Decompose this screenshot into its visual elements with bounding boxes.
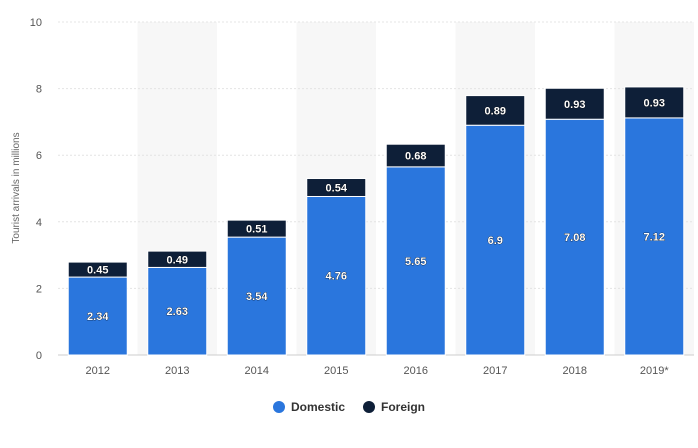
data-label-domestic: 4.76 — [326, 271, 347, 283]
x-tick-label: 2013 — [165, 365, 189, 377]
x-tick-label: 2018 — [563, 365, 587, 377]
x-tick-label: 2015 — [324, 365, 348, 377]
data-label-domestic: 5.65 — [405, 256, 426, 268]
data-label-foreign: 0.89 — [485, 105, 506, 117]
legend-marker-foreign — [363, 401, 376, 413]
y-tick-label: 10 — [30, 17, 42, 29]
bars: 2.34 0.45 2.63 0.49 3.54 0.51 4.76 0.54 5.65 0.68… — [67, 86, 685, 356]
bar-foreign-2018[interactable] — [544, 87, 605, 120]
bar-foreign-2014[interactable] — [226, 219, 287, 238]
x-tick-label: 2016 — [404, 365, 428, 377]
data-label-domestic: 2.63 — [167, 306, 188, 318]
data-label-foreign: 0.45 — [87, 265, 108, 277]
data-label-foreign: 0.49 — [167, 254, 188, 266]
bar-domestic-2017[interactable] — [465, 124, 526, 356]
bar-foreign-2017[interactable] — [465, 95, 526, 126]
x-axis-ticks: 2012 2013 2014 2015 2016 2017 2018 2019* — [86, 365, 670, 377]
legend-label-foreign: Foreign — [381, 400, 426, 414]
data-label-domestic: 7.12 — [644, 231, 665, 243]
bar-foreign-2013[interactable] — [147, 250, 208, 268]
bar-foreign-2015[interactable] — [306, 178, 367, 197]
bar-domestic-2012[interactable] — [67, 276, 128, 356]
data-label-foreign: 0.51 — [246, 224, 267, 236]
legend-item-domestic[interactable]: Domestic — [272, 400, 346, 414]
bar-domestic-2015[interactable] — [306, 195, 367, 356]
y-tick-label: 6 — [36, 150, 42, 162]
bar-foreign-2016[interactable] — [385, 143, 446, 168]
x-tick-label: 2017 — [483, 365, 507, 377]
bar-foreign-2012[interactable] — [67, 261, 128, 278]
bar-domestic-2013[interactable] — [147, 266, 208, 356]
y-axis-label: Tourist arrivals in millions — [11, 132, 22, 243]
data-label-domestic: 3.54 — [246, 291, 268, 303]
data-label-foreign: 0.93 — [564, 99, 585, 111]
y-tick-label: 2 — [36, 283, 42, 295]
y-tick-label: 4 — [36, 217, 42, 229]
legend-label-domestic: Domestic — [290, 400, 346, 414]
data-label-foreign: 0.93 — [644, 97, 665, 109]
legend: Domestic Foreign — [0, 400, 698, 414]
bar-foreign-2019*[interactable] — [624, 86, 685, 119]
y-tick-label: 8 — [36, 84, 42, 96]
legend-marker-domestic — [272, 401, 285, 413]
y-axis-ticks: 0 2 4 6 8 10 — [30, 17, 42, 362]
data-label-foreign: 0.68 — [405, 151, 426, 163]
y-tick-label: 0 — [36, 350, 42, 362]
x-tick-label: 2012 — [86, 365, 110, 377]
x-tick-label: 2019* — [640, 365, 669, 377]
data-label-foreign: 0.54 — [326, 183, 348, 195]
bar-domestic-2018[interactable] — [544, 118, 605, 356]
data-label-domestic: 6.9 — [488, 235, 503, 247]
data-label-domestic: 2.34 — [87, 311, 109, 323]
legend-item-foreign[interactable]: Foreign — [363, 400, 425, 414]
data-label-domestic: 7.08 — [564, 232, 585, 244]
bar-domestic-2014[interactable] — [226, 236, 287, 356]
x-tick-label: 2014 — [245, 365, 269, 377]
